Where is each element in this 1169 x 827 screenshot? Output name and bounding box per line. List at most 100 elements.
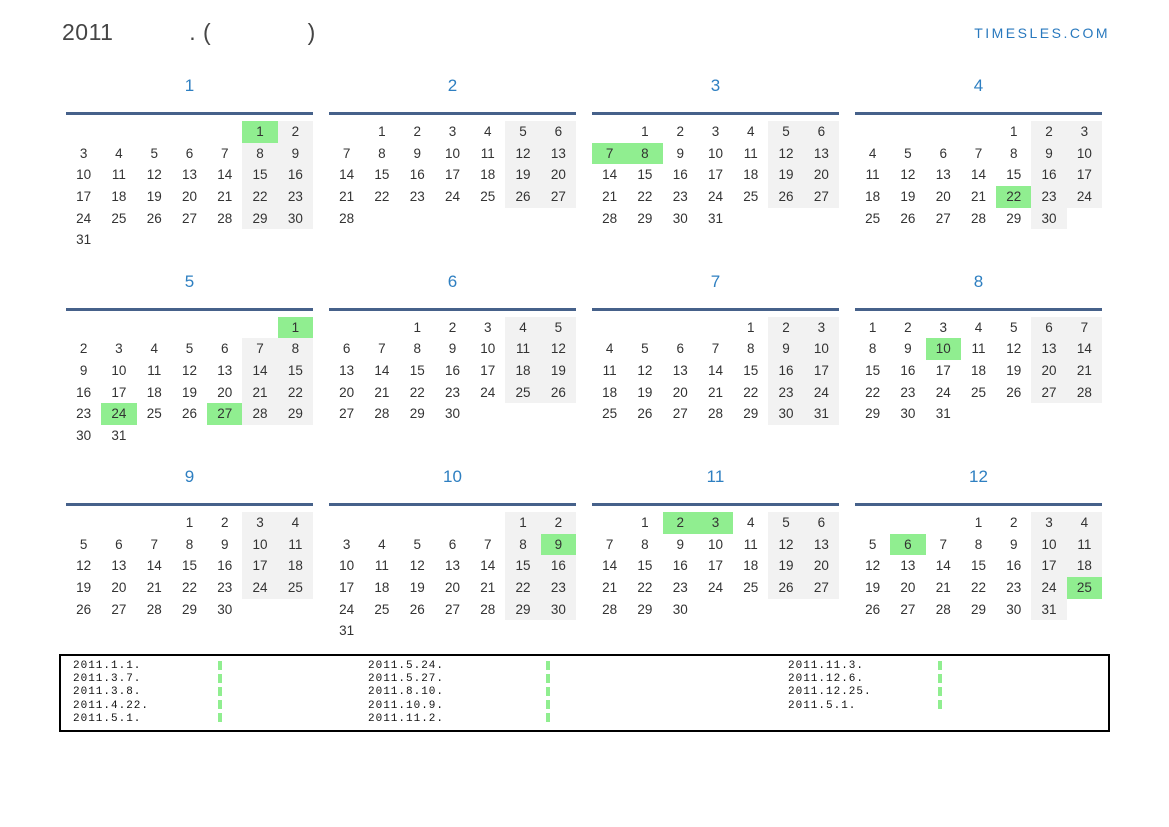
day-cell: 5 bbox=[768, 121, 804, 143]
day-cell: 18 bbox=[374, 580, 390, 596]
legend-date: 2011.1.1. bbox=[73, 660, 142, 672]
legend-dash-marker-1 bbox=[218, 661, 222, 723]
day-cell: 10 bbox=[707, 145, 723, 161]
day-cell: 7 bbox=[242, 338, 278, 360]
day-cell-empty bbox=[101, 121, 136, 143]
day-cell: 3 bbox=[803, 316, 839, 339]
day-cell: 18 bbox=[111, 189, 127, 205]
day-cell: 19 bbox=[76, 580, 92, 596]
day-cell: 13 bbox=[540, 142, 576, 165]
day-cell: 6 bbox=[890, 533, 926, 556]
day-cell: 22 bbox=[505, 577, 541, 599]
day-cell: 7 bbox=[711, 341, 720, 357]
day-cell: 9 bbox=[676, 536, 684, 552]
day-cell: 19 bbox=[900, 189, 916, 205]
brand-link[interactable]: TIMESLES.COM bbox=[974, 25, 1110, 41]
day-cell: 6 bbox=[803, 121, 839, 143]
month-block: 4 1 2 3 4 5 6 7 8 9 10 11 12 13 14 15 16 17 18 19 20 21 22 23 24… bbox=[855, 66, 1102, 262]
month-title: 12 bbox=[969, 467, 988, 486]
day-cell: 1 bbox=[185, 515, 194, 530]
day-cell: 23 bbox=[540, 577, 576, 599]
day-cell: 4 bbox=[605, 341, 614, 357]
day-cell: 3 bbox=[484, 319, 492, 335]
day-cell-empty bbox=[663, 317, 698, 339]
day-cell: 8 bbox=[974, 536, 983, 552]
day-cell-empty bbox=[329, 317, 364, 339]
month-title: 11 bbox=[706, 467, 725, 486]
month-header-line bbox=[855, 112, 1102, 115]
day-cell: 11 bbox=[602, 362, 617, 378]
day-cell: 27 bbox=[1031, 381, 1067, 404]
day-cell: 20 bbox=[339, 384, 355, 400]
day-cell: 23 bbox=[768, 381, 804, 404]
day-cell: 9 bbox=[676, 145, 684, 161]
day-cell: 7 bbox=[221, 145, 229, 161]
day-cell: 13 bbox=[803, 142, 839, 165]
day-cell: 14 bbox=[970, 167, 986, 183]
month-title: 7 bbox=[710, 271, 721, 291]
day-cell: 15 bbox=[743, 362, 759, 378]
day-cell: 3 bbox=[342, 536, 351, 552]
day-cell-empty bbox=[66, 317, 101, 339]
day-cell: 11 bbox=[111, 167, 126, 183]
day-cell-empty bbox=[66, 512, 101, 534]
day-cell: 18 bbox=[743, 558, 759, 574]
day-cell: 27 bbox=[900, 601, 916, 617]
day-cell: 3 bbox=[1031, 512, 1067, 534]
day-cell: 5 bbox=[505, 121, 541, 143]
day-cell-empty bbox=[101, 512, 136, 534]
day-cell: 26 bbox=[768, 577, 804, 599]
day-cell: 3 bbox=[939, 319, 947, 335]
day-cell: 22 bbox=[637, 189, 653, 205]
day-cell: 21 bbox=[217, 189, 233, 205]
day-cell: 6 bbox=[676, 341, 684, 357]
day-cell-empty bbox=[890, 121, 925, 143]
legend-date: 2011.5.1. bbox=[788, 699, 857, 712]
day-cell-empty bbox=[926, 512, 961, 534]
day-cell: 27 bbox=[935, 210, 951, 226]
day-cell: 28 bbox=[602, 210, 618, 226]
day-cell: 29 bbox=[865, 406, 881, 422]
day-cell: 19 bbox=[768, 555, 804, 578]
day-cell: 24 bbox=[803, 381, 839, 404]
day-cell: 7 bbox=[378, 341, 386, 357]
day-grid: 1 2 3 4 5 6 7 8 9 10 11 12 13 14 15 16 17 18 19 20 21 22 23 24 2… bbox=[329, 316, 576, 425]
day-cell: 17 bbox=[339, 580, 355, 596]
day-cell: 2 bbox=[904, 319, 912, 335]
day-cell-empty bbox=[172, 317, 207, 339]
day-cell: 30 bbox=[540, 598, 576, 621]
day-cell: 1 bbox=[277, 316, 313, 339]
day-cell: 24 bbox=[242, 577, 278, 599]
day-cell: 4 bbox=[1066, 512, 1102, 534]
day-cell: 29 bbox=[181, 601, 197, 617]
day-cell: 30 bbox=[900, 406, 916, 422]
day-cell: 24 bbox=[444, 189, 460, 205]
day-cell: 12 bbox=[181, 362, 197, 378]
day-cell: 23 bbox=[672, 580, 688, 596]
day-cell: 22 bbox=[409, 384, 425, 400]
day-cell: 10 bbox=[1031, 533, 1067, 556]
day-cell: 30 bbox=[672, 601, 688, 617]
day-cell: 25 bbox=[480, 189, 496, 205]
day-cell: 24 bbox=[1031, 577, 1067, 599]
day-cell: 2 bbox=[277, 121, 313, 143]
day-cell-empty bbox=[698, 317, 733, 339]
day-cell: 4 bbox=[277, 512, 313, 534]
day-cell: 19 bbox=[1006, 362, 1022, 378]
legend-date: 2011.10.9. bbox=[368, 699, 445, 712]
day-cell: 21 bbox=[374, 384, 390, 400]
day-cell: 31 bbox=[111, 427, 127, 443]
day-cell: 15 bbox=[865, 362, 881, 378]
day-cell: 2 bbox=[1010, 515, 1018, 530]
day-grid: 1 2 3 4 5 6 7 8 9 10 11 12 13 14 15 16 17 18 19 20 21 22 23 24 2… bbox=[66, 512, 313, 620]
day-cell: 3 bbox=[79, 145, 88, 161]
day-cell: 8 bbox=[1010, 145, 1018, 161]
day-cell-empty bbox=[592, 512, 627, 534]
month-title: 4 bbox=[973, 76, 984, 95]
day-cell-empty bbox=[329, 512, 364, 534]
day-grid: 1 2 3 4 5 6 7 8 9 10 11 12 13 14 15 16 17 18 19 20 21 22 23 24 2… bbox=[66, 121, 313, 251]
day-cell: 23 bbox=[217, 580, 233, 596]
day-cell: 12 bbox=[637, 362, 653, 378]
month-header-line bbox=[66, 503, 313, 506]
day-cell: 1 bbox=[868, 319, 877, 335]
